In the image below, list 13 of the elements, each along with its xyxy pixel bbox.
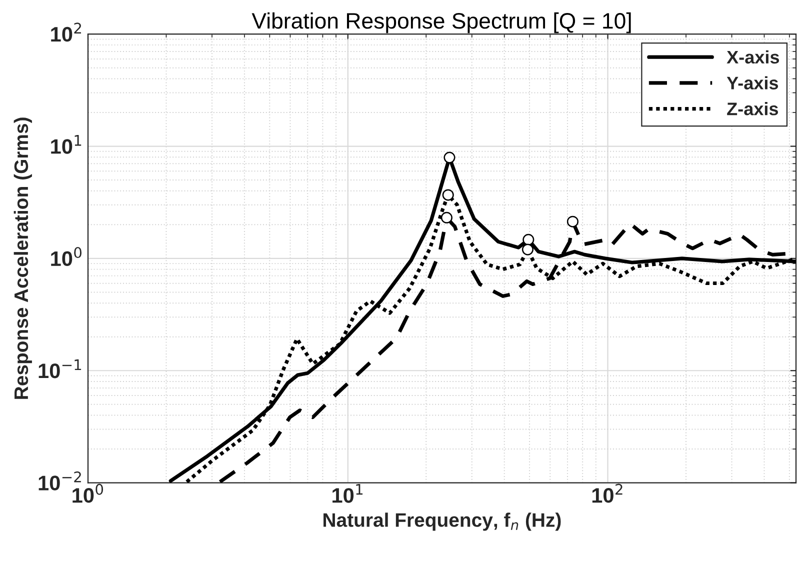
y-tick-label: 10$^{0}$ (51, 247, 82, 266)
x-tick-label: 10$^{2}$ (592, 484, 622, 503)
y-tick-label: 10$^{2}$ (51, 22, 81, 42)
y-axis-title: Response Acceleration (Grms) (14, 118, 32, 399)
chart-title: Vibration Response Spectrum [Q = 10] (252, 12, 631, 34)
legend-label: X-axis (726, 50, 780, 64)
legend-label: Y-axis (726, 76, 778, 90)
x-tick-label: 10$^{0}$ (72, 484, 104, 503)
y-tick-label: 10$^{−1}$ (38, 359, 82, 378)
x-axis-title: Natural Frequency, f$_{n}$ (Hz) (324, 512, 561, 531)
x-tick-label: 10$^{1}$ (332, 484, 363, 503)
legend-label: Z-axis (727, 102, 778, 116)
y-tick-label: 10$^{1}$ (51, 135, 82, 154)
